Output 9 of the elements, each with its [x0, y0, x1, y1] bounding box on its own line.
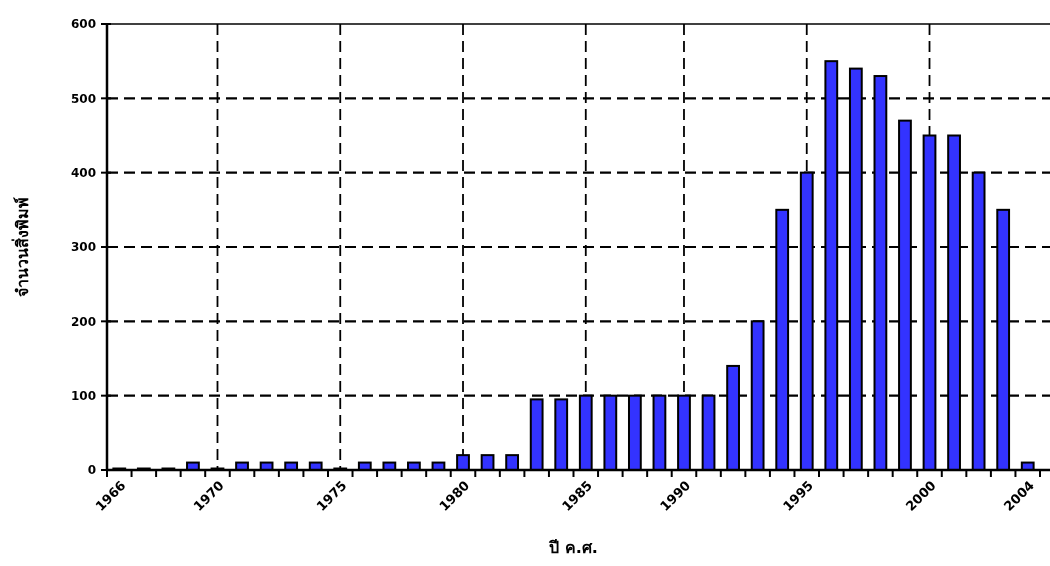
y-tick-label: 100 — [70, 388, 96, 403]
y-tick-label: 600 — [70, 17, 96, 32]
y-tick-label: 200 — [70, 314, 96, 329]
y-tick-label: 0 — [87, 463, 96, 478]
y-tick-label: 400 — [70, 165, 96, 180]
y-tick-label: 300 — [70, 240, 96, 255]
y-tick-label: 500 — [70, 91, 96, 106]
x-axis-title: ปี ค.ศ. — [548, 538, 598, 557]
y-axis-title: จำนวนสิ่งพิมพ์ — [11, 197, 32, 297]
